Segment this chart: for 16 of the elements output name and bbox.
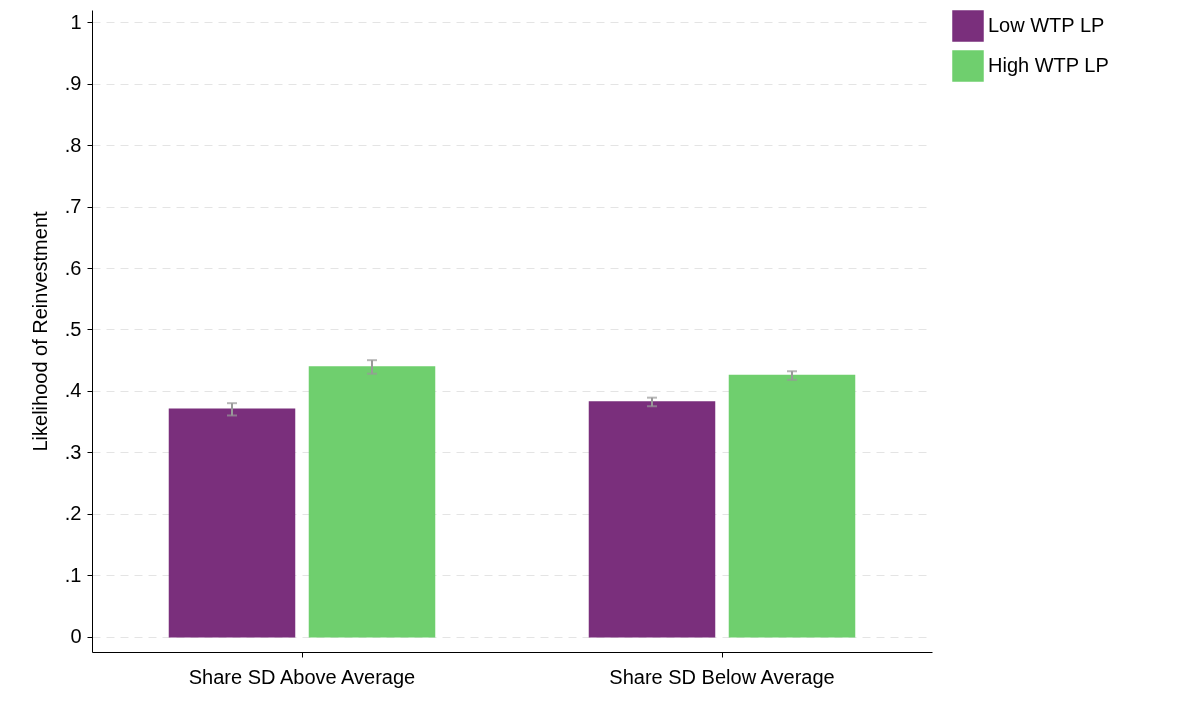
y-tick-label: .2 <box>64 502 82 525</box>
y-tick-label: .8 <box>64 133 82 156</box>
y-tick-label: .4 <box>64 379 82 402</box>
legend-label: High WTP LP <box>988 54 1109 76</box>
y-axis-title: Likelihood of Reinvestment <box>28 210 51 452</box>
y-tick-label: 1 <box>70 10 82 33</box>
y-tick-label: .7 <box>64 195 82 218</box>
legend-label: Low WTP LP <box>988 14 1105 36</box>
y-tick-label: .9 <box>64 72 82 95</box>
x-tick-label: Share SD Below Average <box>609 665 835 688</box>
y-tick-label: .5 <box>64 317 82 340</box>
y-tick-label: .6 <box>64 256 82 279</box>
x-tick-label: Share SD Above Average <box>188 665 416 688</box>
y-tick-label: .3 <box>64 440 82 463</box>
y-tick-label: 0 <box>70 625 82 648</box>
y-tick-label: .1 <box>64 563 82 586</box>
